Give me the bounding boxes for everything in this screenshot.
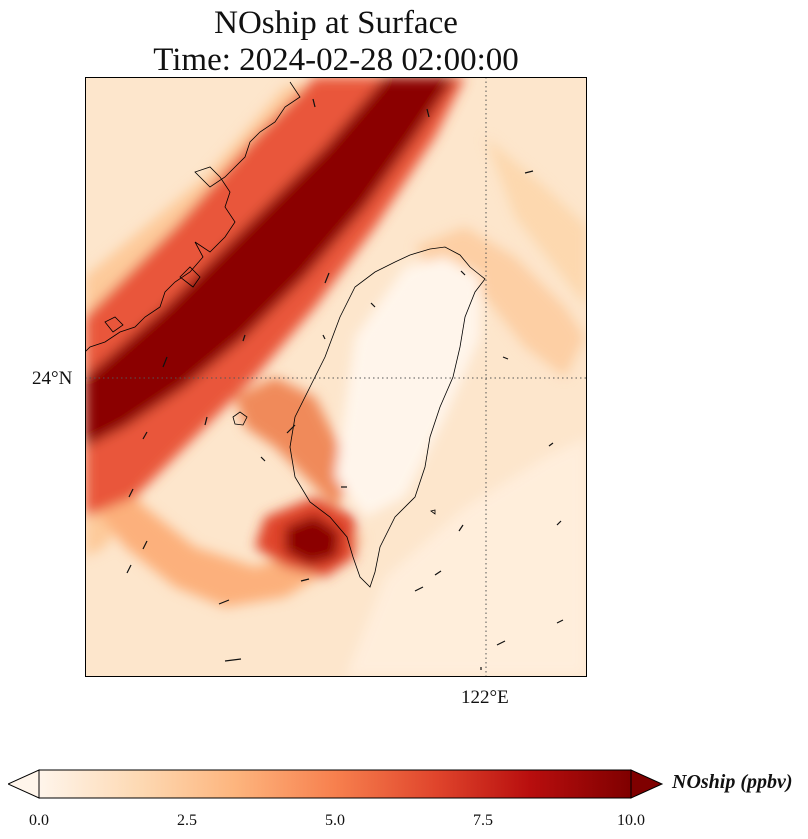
colorbar-gradient [38, 769, 632, 799]
latitude-tick-label: 24°N [32, 368, 73, 389]
colorbar-tick: 7.5 [473, 812, 493, 829]
plume-halo-northeast [485, 137, 587, 307]
concentration-map [85, 77, 587, 677]
map-frame [85, 77, 587, 677]
longitude-tick-label: 122°E [461, 687, 509, 708]
map-title-line2: Time: 2024-02-28 02:00:00 [153, 42, 519, 78]
plume-hotspot-inner [285, 515, 340, 565]
colorbar-tick: 5.0 [325, 812, 345, 829]
wind-arrows [126, 98, 564, 670]
taiwan-outline [289, 246, 486, 588]
colorbar-tick: 2.5 [177, 812, 197, 829]
colorbar-extend-min [8, 769, 40, 799]
colorbar-tick: 10.0 [617, 812, 645, 829]
colorbar [8, 769, 664, 799]
coastline [85, 81, 486, 588]
low-concentration-southeast [345, 437, 587, 677]
colorbar-tick: 0.0 [29, 812, 49, 829]
map-title-line1: NOship at Surface [214, 5, 458, 41]
colorbar-label: NOship (ppbv) [672, 771, 793, 793]
low-concentration-island [335, 257, 480, 517]
plume-secondary [235, 377, 355, 507]
plume-core [85, 77, 455, 447]
colorbar-extend-max [630, 769, 664, 799]
